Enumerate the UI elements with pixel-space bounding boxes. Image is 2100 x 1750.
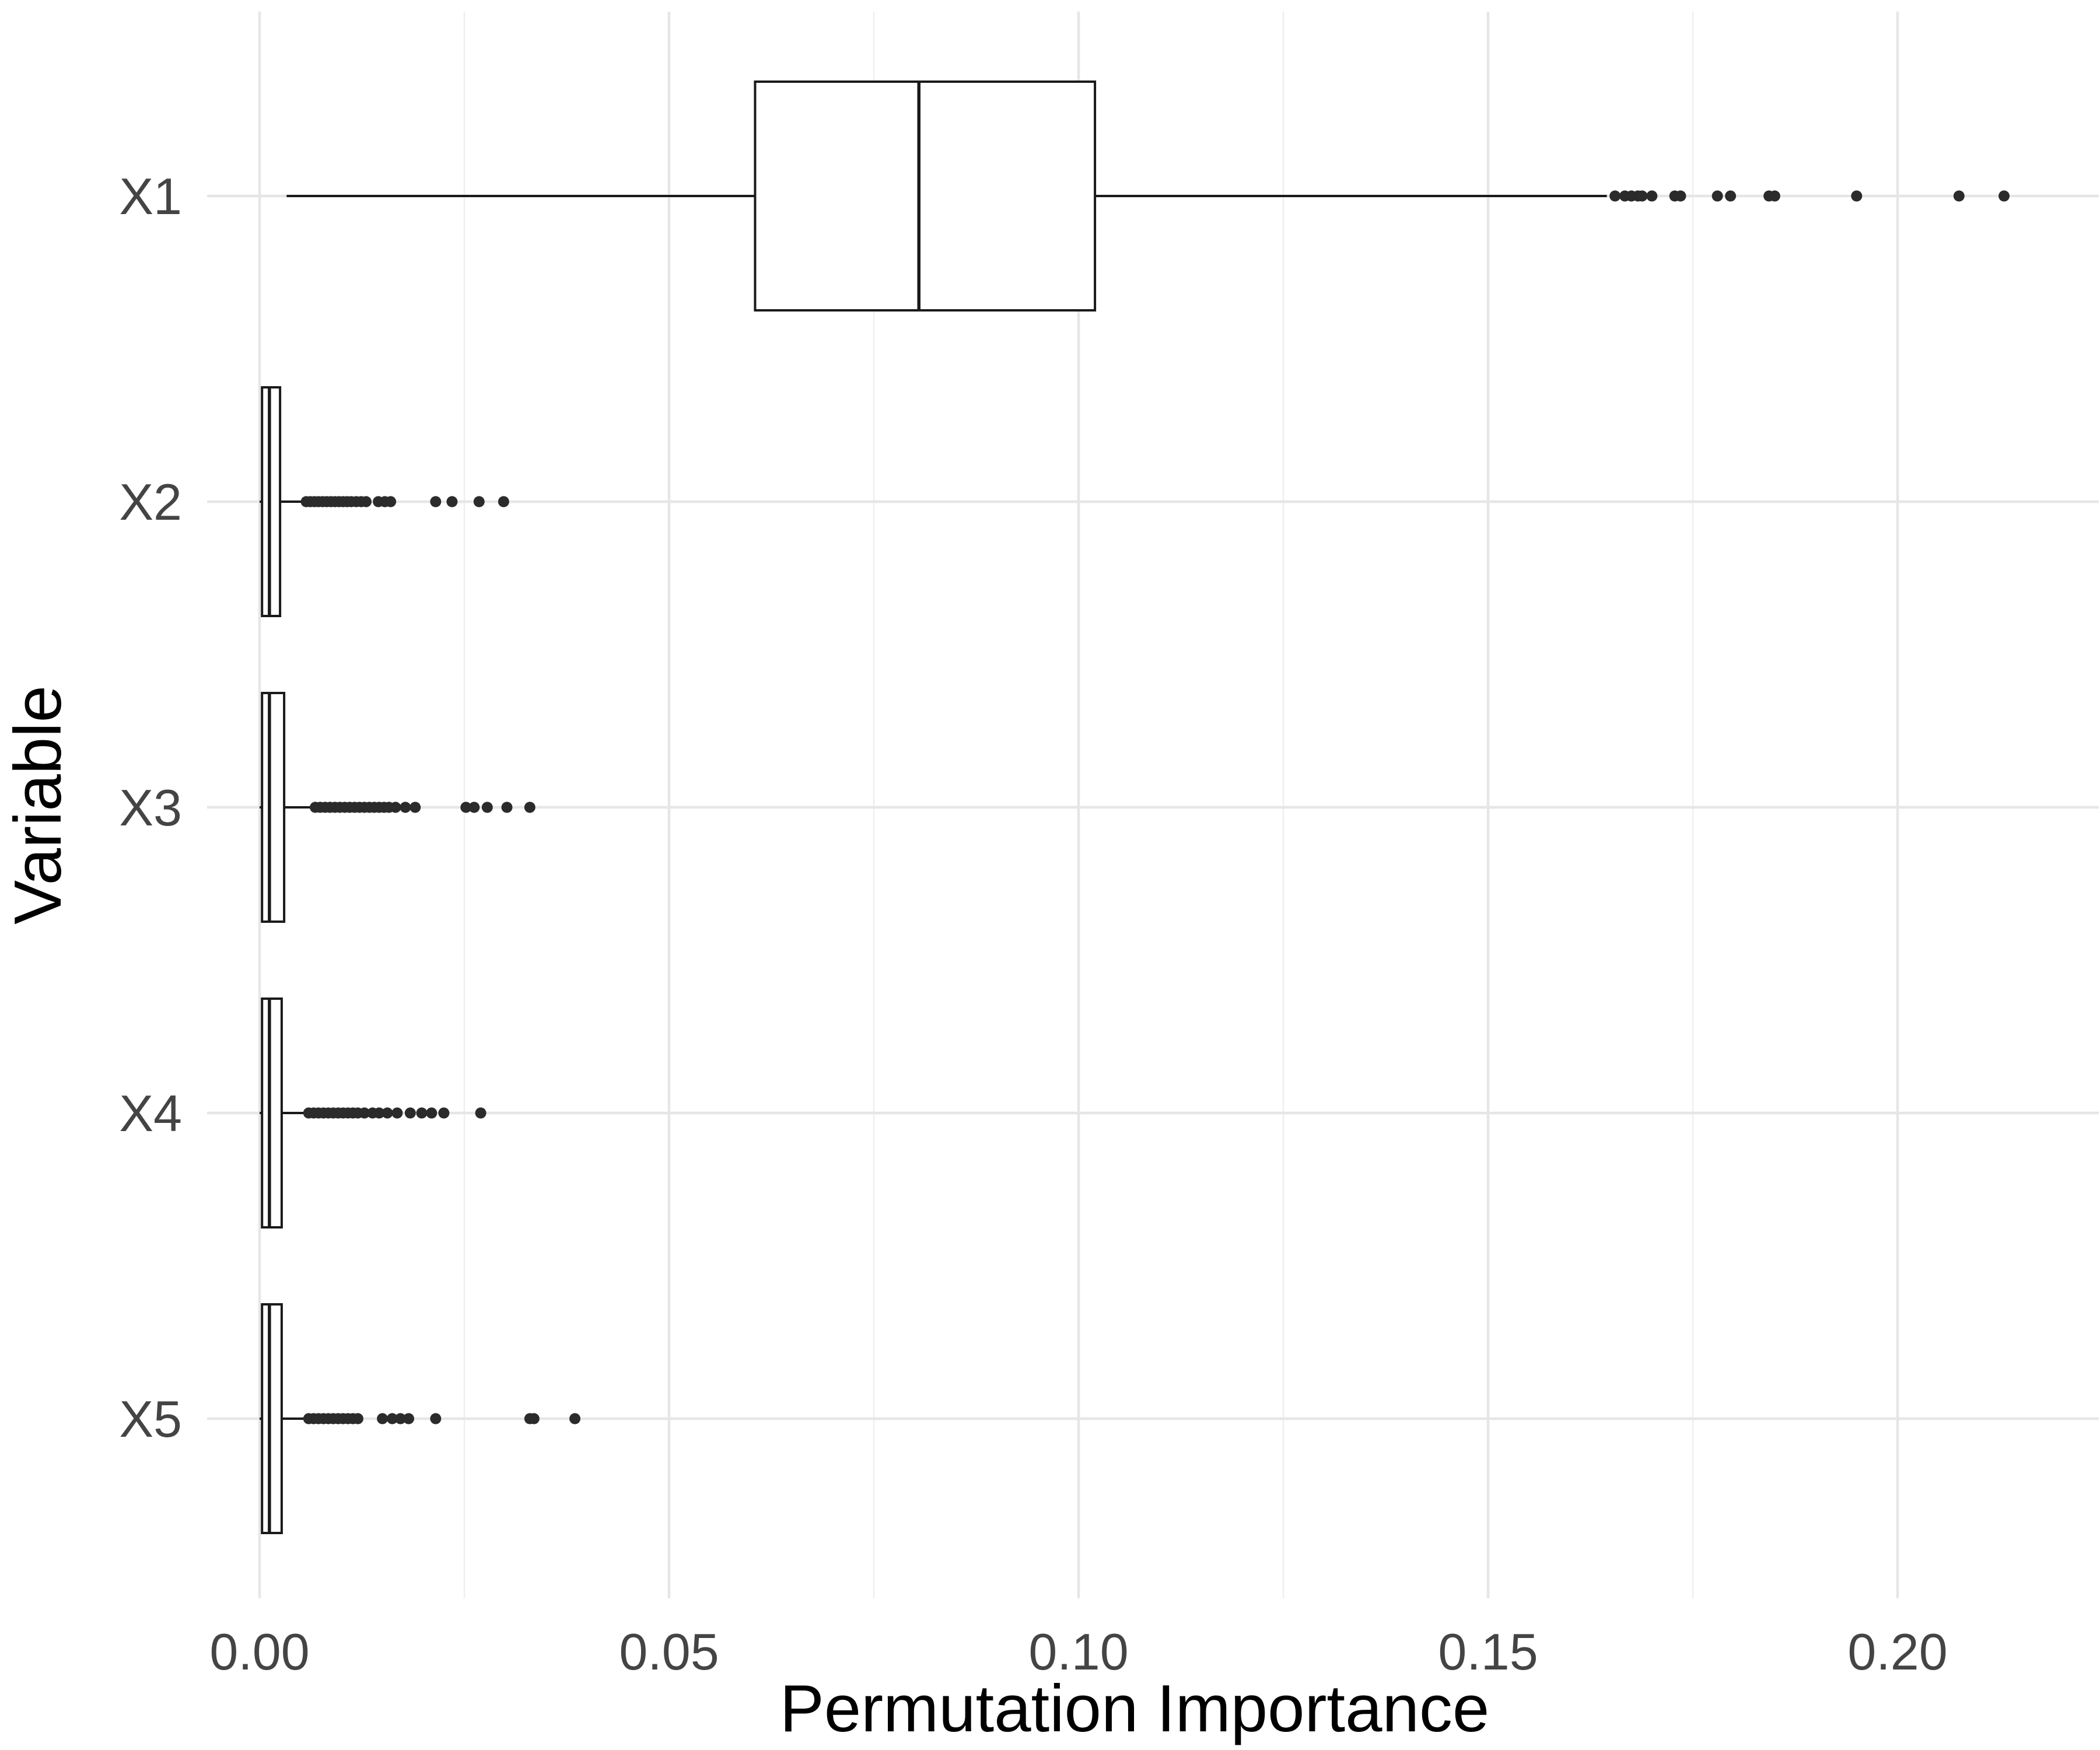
outlier-point [475,1107,487,1119]
x-tick-label: 0.05 [619,1623,719,1681]
outlier-point [1636,190,1648,202]
outlier-point [403,1413,415,1424]
x-tick-label: 0.20 [1847,1623,1947,1681]
outlier-point [386,1413,398,1424]
outlier-point [385,496,397,508]
outlier-point [498,496,509,508]
outlier-point [1675,190,1686,202]
y-tick-label: X2 [119,473,182,531]
outlier-point [430,496,442,508]
outlier-point [438,1107,450,1119]
outlier-point [569,1413,581,1424]
outlier-point [1953,190,1965,202]
outlier-point [1851,190,1863,202]
grid [207,12,2099,1598]
outlier-point [468,802,480,813]
outlier-point [1725,190,1737,202]
outlier-point [360,496,372,508]
box-x3 [260,692,536,923]
box-iqr [261,1303,283,1534]
outlier-point [1646,190,1658,202]
outlier-point [1609,190,1621,202]
outlier-point [391,1107,403,1119]
outlier-point [394,1413,406,1424]
boxes [260,80,2010,1534]
tick-labels: 0.00 0.05 0.10 0.15 0.20 X1 X2 X3 X4 X5 [119,167,1947,1681]
y-tick-label: X4 [119,1084,182,1142]
y-tick-label: X1 [119,167,182,225]
outlier-point [460,802,472,813]
box-iqr [754,80,1097,312]
outlier-point [400,802,411,813]
outlier-point [1712,190,1723,202]
y-tick-label: X5 [119,1390,182,1448]
box-x4 [260,998,487,1228]
outlier-point [352,1413,363,1424]
box-iqr [261,692,286,923]
outlier-point [382,1107,393,1119]
y-axis-title: Variable [1,685,75,925]
outlier-point [404,1107,416,1119]
outlier-point [426,1107,438,1119]
outlier-point [473,496,485,508]
outlier-point [446,496,458,508]
outlier-point [410,802,421,813]
outlier-point [430,1413,442,1424]
x-tick-label: 0.15 [1438,1623,1538,1681]
outlier-point [528,1413,540,1424]
outlier-point [359,1107,370,1119]
box-x5 [260,1303,581,1534]
box-x2 [260,386,509,617]
outlier-point [1999,190,2010,202]
x-tick-label: 0.00 [209,1623,309,1681]
outlier-point [524,802,536,813]
outlier-point [1769,190,1780,202]
box-x1 [286,80,2010,312]
outlier-point [416,1107,428,1119]
outlier-point [390,802,401,813]
x-tick-label: 0.10 [1028,1623,1128,1681]
y-tick-label: X3 [119,779,182,836]
outlier-point [373,1107,385,1119]
outlier-point [481,802,493,813]
outlier-point [501,802,513,813]
outlier-point [377,1413,388,1424]
box-iqr [261,998,283,1228]
x-axis-title: Permutation Importance [780,1672,1490,1746]
box-iqr [261,386,282,617]
